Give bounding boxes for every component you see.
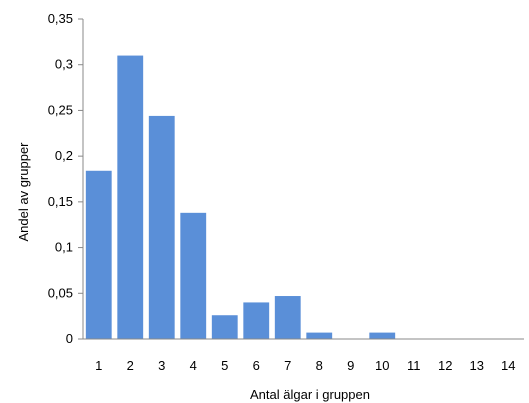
y-axis: 0 0,05 0,1 0,15 0,2 0,25 0,3 0,35 [48, 11, 84, 346]
x-axis: 1 2 3 4 5 6 7 8 9 10 11 12 13 14 [83, 338, 524, 373]
x-tick-label: 7 [284, 358, 291, 373]
bar [369, 332, 396, 339]
y-tick-label: 0,25 [48, 102, 73, 117]
y-tick-label: 0,05 [48, 285, 73, 300]
y-tick-label: 0,1 [55, 240, 73, 255]
x-axis-title: Antal älgar i gruppen [250, 387, 370, 402]
y-tick-label: 0,35 [48, 11, 73, 26]
y-axis-title: Andel av grupper [16, 142, 31, 242]
bar [211, 315, 238, 339]
bar [85, 170, 112, 339]
x-tick-label: 4 [190, 358, 197, 373]
x-tick-label: 5 [221, 358, 228, 373]
x-tick-label: 11 [407, 358, 421, 373]
y-tick-label: 0 [66, 331, 73, 346]
x-tick-label: 13 [470, 358, 484, 373]
x-tick-label: 3 [158, 358, 165, 373]
x-tick-label: 12 [438, 358, 452, 373]
x-tick-label: 9 [347, 358, 354, 373]
y-tick-label: 0,15 [48, 194, 73, 209]
bar [180, 212, 207, 339]
bar [148, 115, 175, 340]
x-tick-label: 10 [375, 358, 389, 373]
bars [85, 55, 396, 340]
bar [274, 296, 301, 339]
x-tick-label: 1 [95, 358, 102, 373]
x-tick-label: 2 [127, 358, 134, 373]
bar [306, 332, 333, 339]
x-tick-label: 8 [316, 358, 323, 373]
bar [243, 302, 270, 339]
bar [117, 55, 144, 339]
y-tick-label: 0,3 [55, 57, 73, 72]
x-tick-label: 14 [501, 358, 515, 373]
y-tick-label: 0,2 [55, 148, 73, 163]
x-tick-label: 6 [253, 358, 260, 373]
